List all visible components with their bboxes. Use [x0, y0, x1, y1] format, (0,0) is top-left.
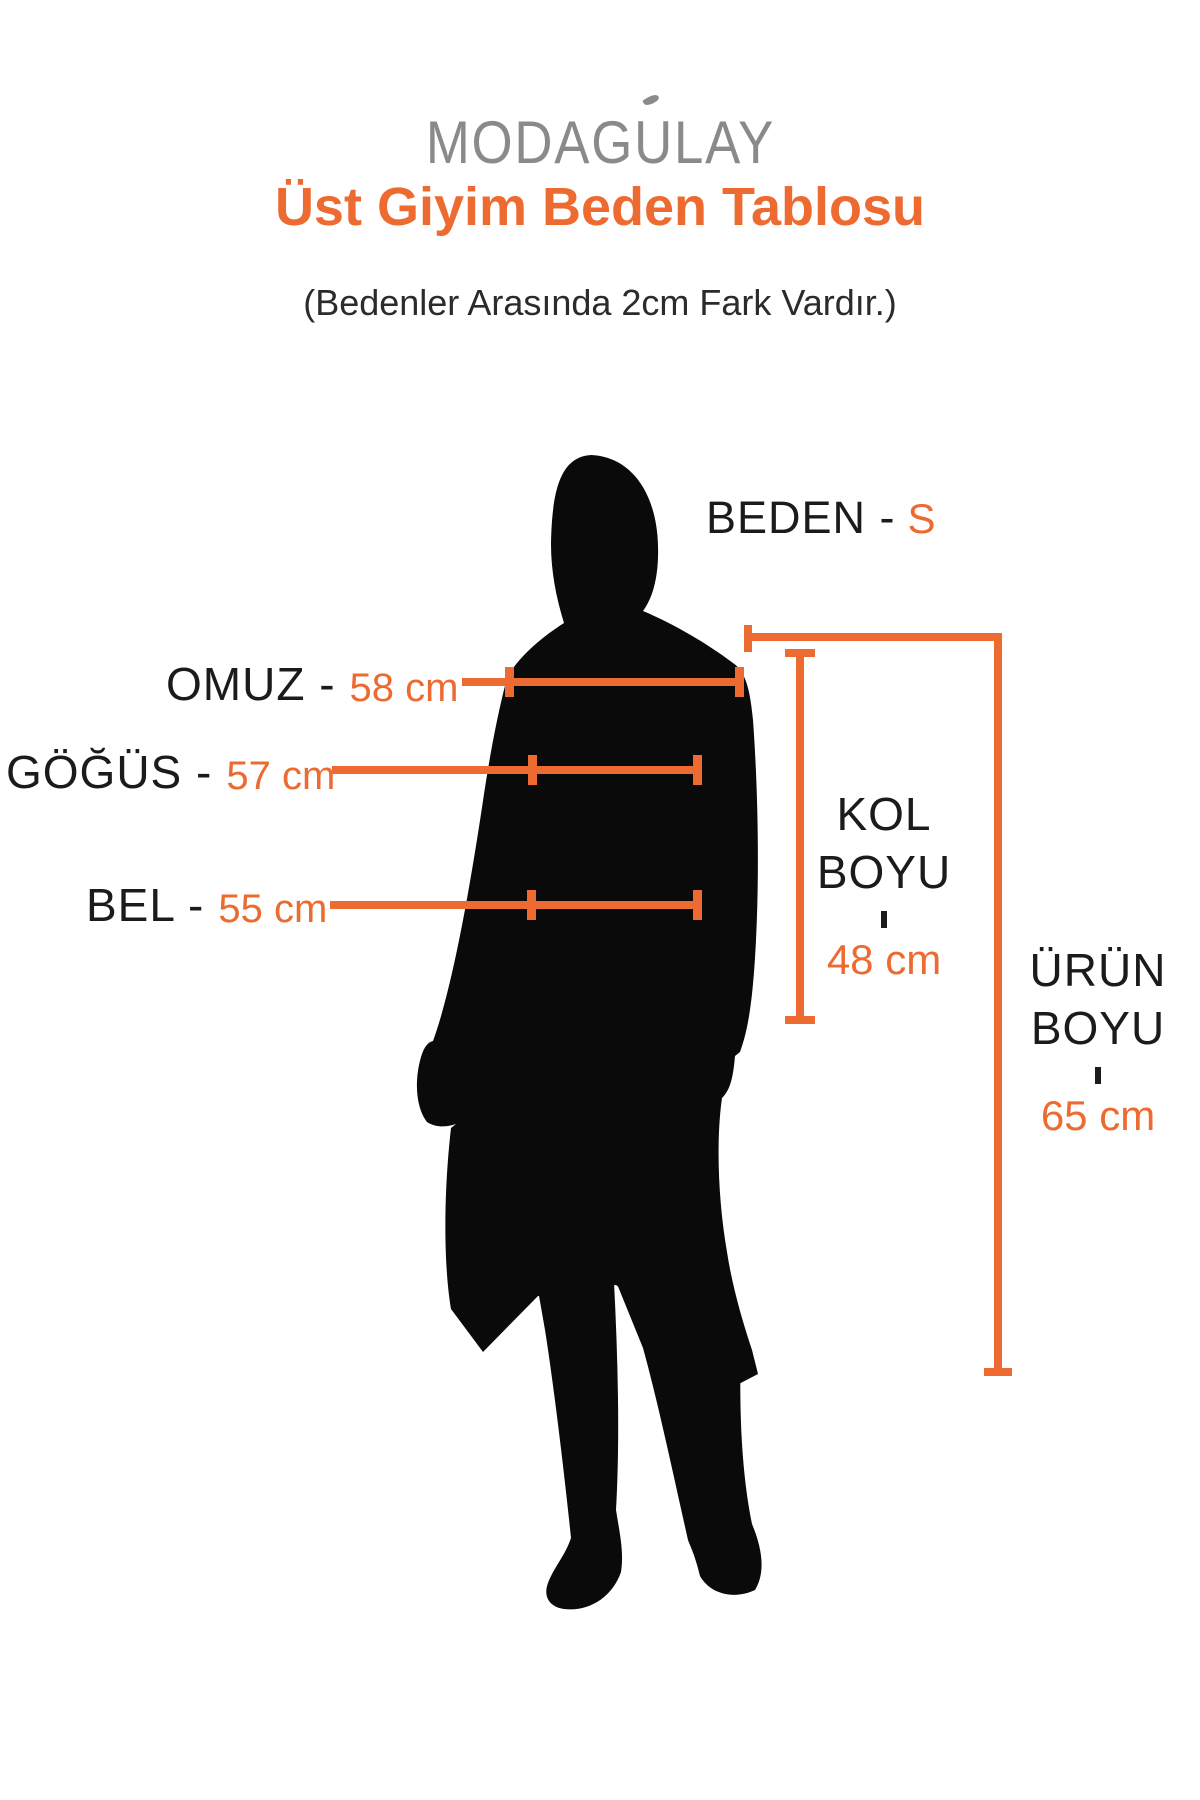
kol-boyu-label-line1: KOL: [836, 788, 932, 840]
kol-boyu-line: [796, 652, 804, 1024]
bel-line: [330, 901, 702, 909]
kol-boyu-label-line2: BOYU: [816, 845, 952, 898]
urun-boyu-cap-bottom: [984, 1368, 1012, 1376]
figure-right-leg: [617, 1284, 762, 1595]
page-subtitle: (Bedenler Arasında 2cm Fark Vardır.): [303, 282, 897, 323]
bel-tick-mid: [527, 890, 536, 920]
omuz-tick-right: [735, 667, 744, 697]
kol-boyu-cap-bottom: [785, 1016, 815, 1024]
urun-boyu-label-line1: ÜRÜN: [1029, 944, 1167, 996]
kol-boyu-value: 48 cm: [826, 936, 942, 983]
bel-value: 55 cm: [218, 886, 328, 931]
gogus-tick-mid: [528, 755, 537, 785]
kol-boyu-pointer-tick: [881, 911, 887, 928]
logo-text-prefix: MODAG: [425, 109, 634, 176]
measurement-kol-boyu: KOL BOYU 48 cm: [769, 786, 999, 984]
figure-left-leg: [538, 1282, 623, 1610]
logo-letter-u: U: [633, 92, 674, 177]
measurement-bel: BEL - 55 cm: [86, 879, 327, 931]
measurement-urun-boyu: ÜRÜN BOYU 65 cm: [983, 942, 1200, 1140]
urun-boyu-line: [994, 633, 1002, 1376]
logo-text-suffix: LAY: [673, 109, 775, 176]
omuz-line: [462, 678, 744, 686]
gogus-value: 57 cm: [226, 753, 336, 798]
measurement-lines: [330, 625, 1012, 1376]
gogus-line: [332, 766, 702, 774]
brand-logo: MODAGU LAY: [0, 92, 1200, 177]
logo-letter-u-glyph: U: [633, 109, 674, 176]
size-value: S: [907, 495, 937, 542]
size-indicator: BEDEN - S: [706, 492, 937, 544]
measurement-gogus: GÖĞÜS - 57 cm: [6, 746, 335, 798]
figure-body: [416, 455, 758, 1386]
omuz-label: OMUZ -: [166, 658, 336, 710]
omuz-tick-left: [505, 667, 514, 697]
size-label: BEDEN -: [706, 492, 896, 543]
omuz-value: 58 cm: [349, 665, 459, 710]
bel-label: BEL -: [86, 879, 205, 931]
figure-silhouette: [416, 455, 762, 1610]
bel-tick-right: [693, 890, 702, 920]
urun-boyu-value: 65 cm: [1040, 1092, 1156, 1139]
gogus-label: GÖĞÜS -: [6, 746, 213, 798]
kol-boyu-cap-top: [785, 649, 815, 657]
urun-boyu-label-line2: BOYU: [1030, 1001, 1166, 1054]
page-title: Üst Giyim Beden Tablosu: [274, 177, 926, 237]
measurement-omuz: OMUZ - 58 cm: [166, 658, 458, 710]
brand-logo-text: MODAGU LAY: [425, 92, 775, 177]
urun-boyu-pointer-tick: [1095, 1067, 1101, 1084]
urun-boyu-top-line: [744, 633, 1002, 641]
gogus-tick-right: [693, 755, 702, 785]
